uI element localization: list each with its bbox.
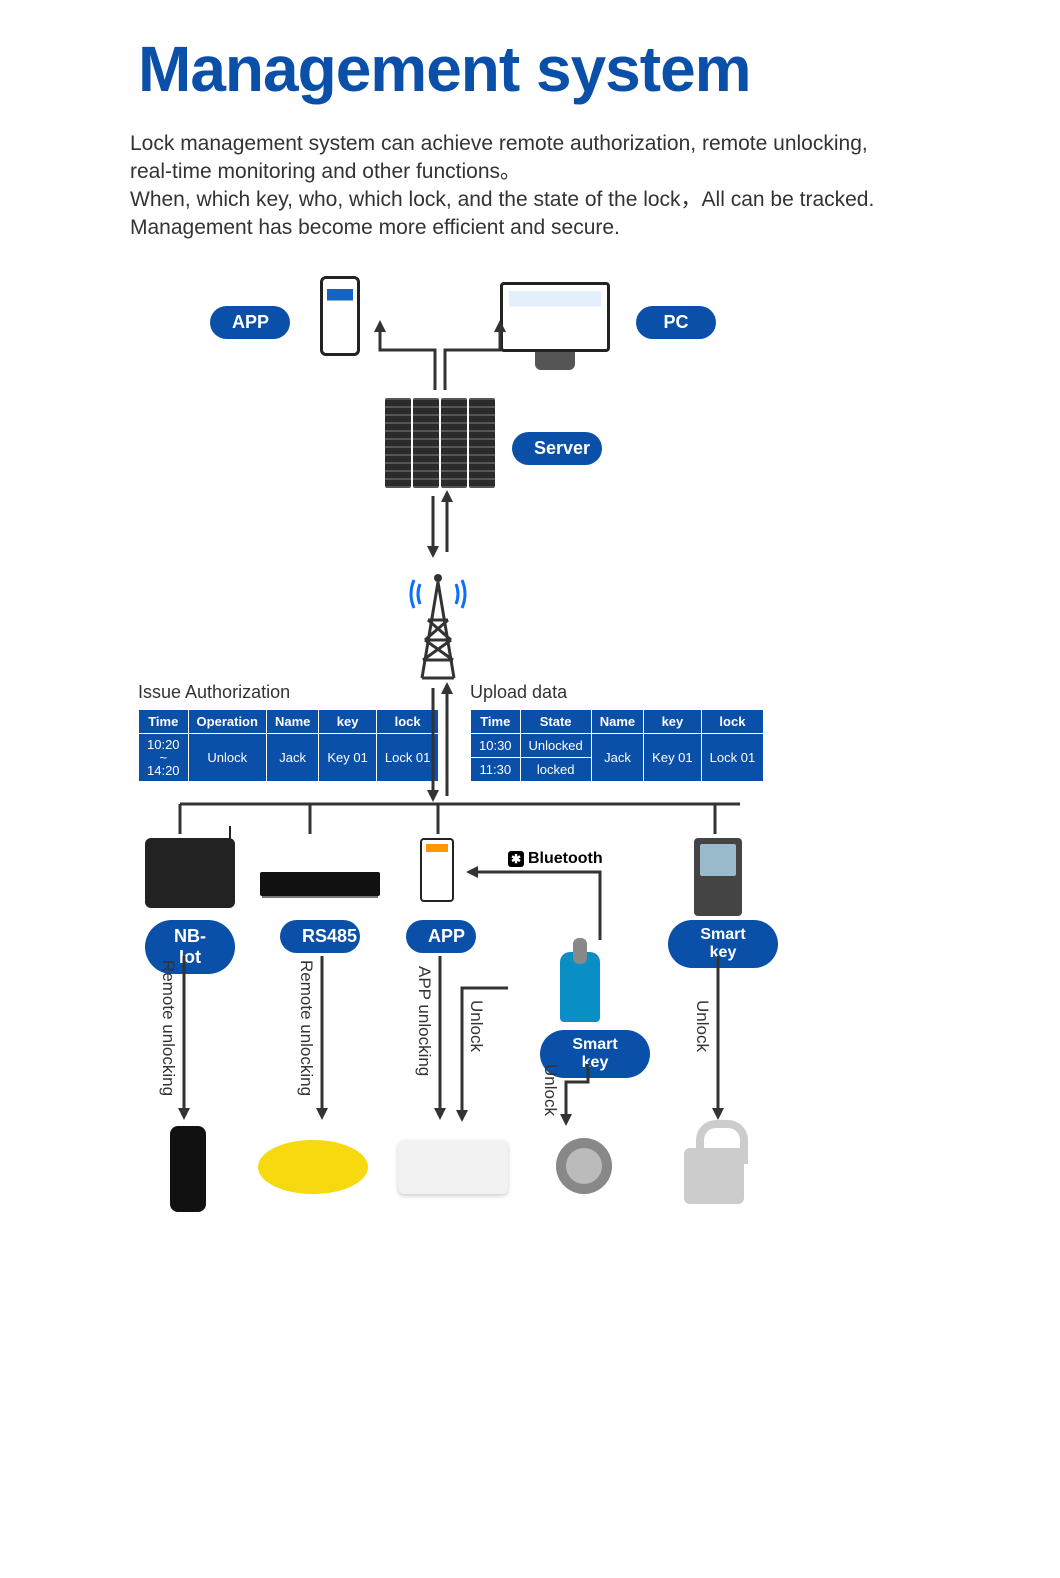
smartkey-device-icon xyxy=(694,838,742,916)
th: Time xyxy=(139,710,189,734)
smart-key-blue-icon xyxy=(560,952,600,1022)
phone-app-icon xyxy=(420,838,454,902)
smartkey-pill-right: Smart key xyxy=(668,920,778,968)
lock-knob-icon xyxy=(556,1138,612,1194)
desc-line: Lock management system can achieve remot… xyxy=(130,130,930,158)
router-icon xyxy=(260,872,380,896)
td: 11:30 xyxy=(471,758,521,782)
lock-handle-icon xyxy=(170,1126,206,1212)
app2-pill: APP xyxy=(406,920,476,953)
td: Jack xyxy=(266,734,318,782)
monitor-stand xyxy=(535,352,575,370)
table-title: Upload data xyxy=(470,682,764,703)
connector-smartkey xyxy=(712,956,742,1126)
td: Lock 01 xyxy=(701,734,764,782)
td: Jack xyxy=(591,734,643,782)
server-icon xyxy=(385,398,495,488)
th: key xyxy=(319,710,376,734)
bluetooth-text: Bluetooth xyxy=(528,850,603,868)
label-app-unlock: APP unlocking xyxy=(414,966,434,1076)
connector-server-tower xyxy=(425,490,465,560)
desc-line: Management has become more efficient and… xyxy=(130,214,930,242)
label-remote1: Remote unlocking xyxy=(158,960,178,1096)
bluetooth-label: Bluetooth xyxy=(508,850,603,868)
antenna-tower-icon xyxy=(408,560,468,670)
th: lock xyxy=(701,710,764,734)
td: Unlock xyxy=(188,734,266,782)
issue-authorization-table: Issue Authorization Time Operation Name … xyxy=(138,682,439,782)
desc-line: real-time monitoring and other functions… xyxy=(130,158,930,186)
app-pill: APP xyxy=(210,306,290,339)
th: Operation xyxy=(188,710,266,734)
nbiot-device-icon xyxy=(145,838,235,908)
monitor-icon xyxy=(500,282,610,352)
desc-line: When, which key, who, which lock, and th… xyxy=(130,186,930,214)
lock-manhole-icon xyxy=(258,1140,368,1194)
pc-pill: PC xyxy=(636,306,716,339)
label-unlock3: Unlock xyxy=(692,1000,712,1052)
th: key xyxy=(644,710,701,734)
td: locked xyxy=(520,758,591,782)
connector-unlock1 xyxy=(456,974,516,1124)
server-pill: Server xyxy=(512,432,602,465)
th: State xyxy=(520,710,591,734)
td: 10:20 ~ 14:20 xyxy=(139,734,189,782)
label-unlock2: Unlock xyxy=(540,1064,560,1116)
connector-nbiot xyxy=(178,956,208,1126)
page-title: Management system xyxy=(138,32,751,106)
th: Name xyxy=(591,710,643,734)
th: Name xyxy=(266,710,318,734)
label-remote2: Remote unlocking xyxy=(296,960,316,1096)
th: Time xyxy=(471,710,521,734)
rs485-pill: RS485 xyxy=(280,920,360,953)
th: lock xyxy=(376,710,439,734)
lock-cabinet-icon xyxy=(398,1140,508,1194)
td: Key 01 xyxy=(644,734,701,782)
label-unlock1: Unlock xyxy=(466,1000,486,1052)
bluetooth-icon xyxy=(508,851,524,867)
td: Key 01 xyxy=(319,734,376,782)
phone-icon xyxy=(320,276,360,356)
upload-data-table: Upload data Time State Name key lock 10:… xyxy=(470,682,764,782)
table-title: Issue Authorization xyxy=(138,682,439,703)
description: Lock management system can achieve remot… xyxy=(130,130,930,242)
td: 10:30 xyxy=(471,734,521,758)
connector-rs485 xyxy=(316,956,346,1126)
bus-line xyxy=(180,800,740,840)
connector-app xyxy=(434,956,464,1126)
lock-padlock-icon xyxy=(684,1148,744,1204)
td: Unlocked xyxy=(520,734,591,758)
td: Lock 01 xyxy=(376,734,439,782)
